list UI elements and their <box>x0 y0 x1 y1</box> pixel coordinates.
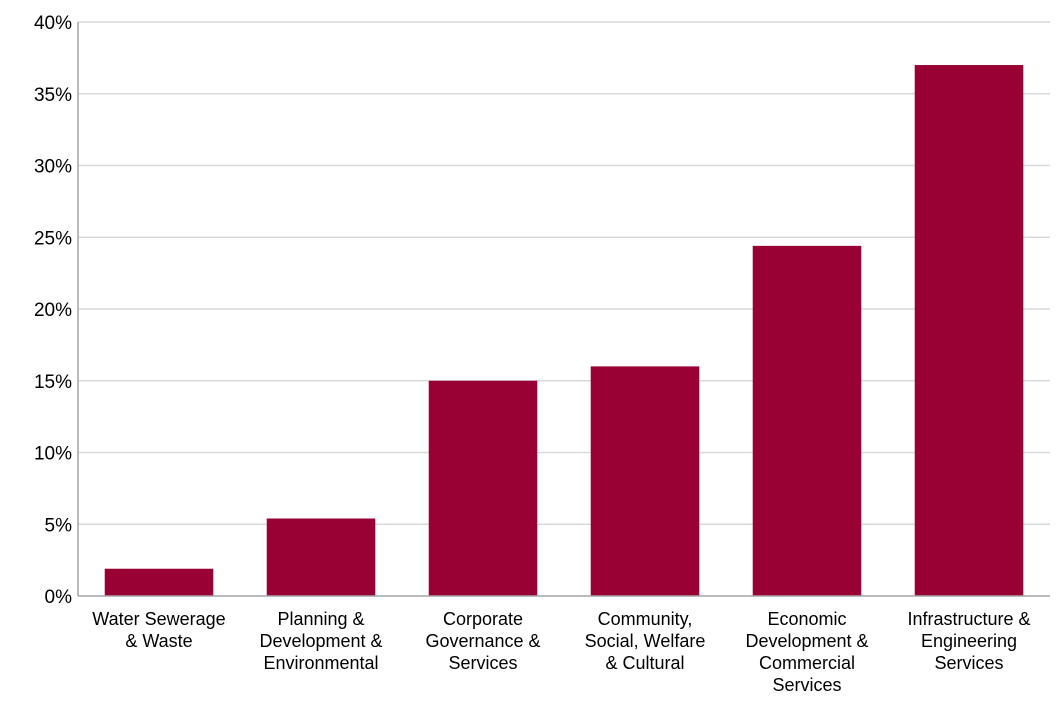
x-category-label-line: Development & <box>745 631 868 651</box>
x-category-label: Planning & Development & Environmental <box>259 609 382 673</box>
y-tick-label: 15% <box>34 372 72 393</box>
y-tick-label: 25% <box>34 228 72 249</box>
y-tick-label: 40% <box>34 13 72 34</box>
x-category-label-line: Services <box>448 653 517 673</box>
y-tick-label: 20% <box>34 300 72 321</box>
x-category-label-line: Environmental <box>263 653 378 673</box>
x-category-label-line: Governance & <box>425 631 540 651</box>
y-tick-label: 35% <box>34 85 72 106</box>
x-category-label-line: Economic <box>767 609 846 629</box>
x-category-label-line: Infrastructure & <box>907 609 1030 629</box>
x-category-label: Community, Social, Welfare & Cultural <box>585 609 706 673</box>
x-category-label-line: Social, Welfare <box>585 631 706 651</box>
x-category-label-line: Services <box>934 653 1003 673</box>
bar <box>428 380 538 596</box>
x-category-label: Economic Development & Commercial Services <box>745 609 868 695</box>
x-category-label-line: Planning & <box>277 609 364 629</box>
x-category-label: Water Sewerage & Waste <box>92 609 225 651</box>
x-category-label-line: Corporate <box>443 609 523 629</box>
y-tick-label: 0% <box>45 587 73 608</box>
bar <box>266 518 376 596</box>
bars <box>104 65 1024 597</box>
x-category-label: Corporate Governance & Services <box>425 609 540 673</box>
bar <box>104 568 214 596</box>
bar <box>752 245 862 597</box>
bar <box>914 65 1024 597</box>
x-category-label-line: & Cultural <box>605 653 684 673</box>
x-category-label-line: Water Sewerage <box>92 609 225 629</box>
x-category-label-line: Community, <box>598 609 693 629</box>
x-category-label-line: Commercial <box>759 653 855 673</box>
x-category-label-line: Development & <box>259 631 382 651</box>
gridlines <box>77 21 1050 596</box>
y-tick-label: 30% <box>34 157 72 178</box>
y-tick-label: 10% <box>34 444 72 465</box>
y-axis-ticks: 0% 5% 10% 15% 20% 25% 30% 35% 40% <box>34 13 72 608</box>
x-category-label-line: Engineering <box>921 631 1017 651</box>
y-tick-label: 5% <box>45 515 73 536</box>
bar <box>590 366 700 596</box>
x-category-label: Infrastructure & Engineering Services <box>907 609 1030 673</box>
x-category-label-line: Services <box>772 675 841 695</box>
x-category-label-line: & Waste <box>125 631 192 651</box>
